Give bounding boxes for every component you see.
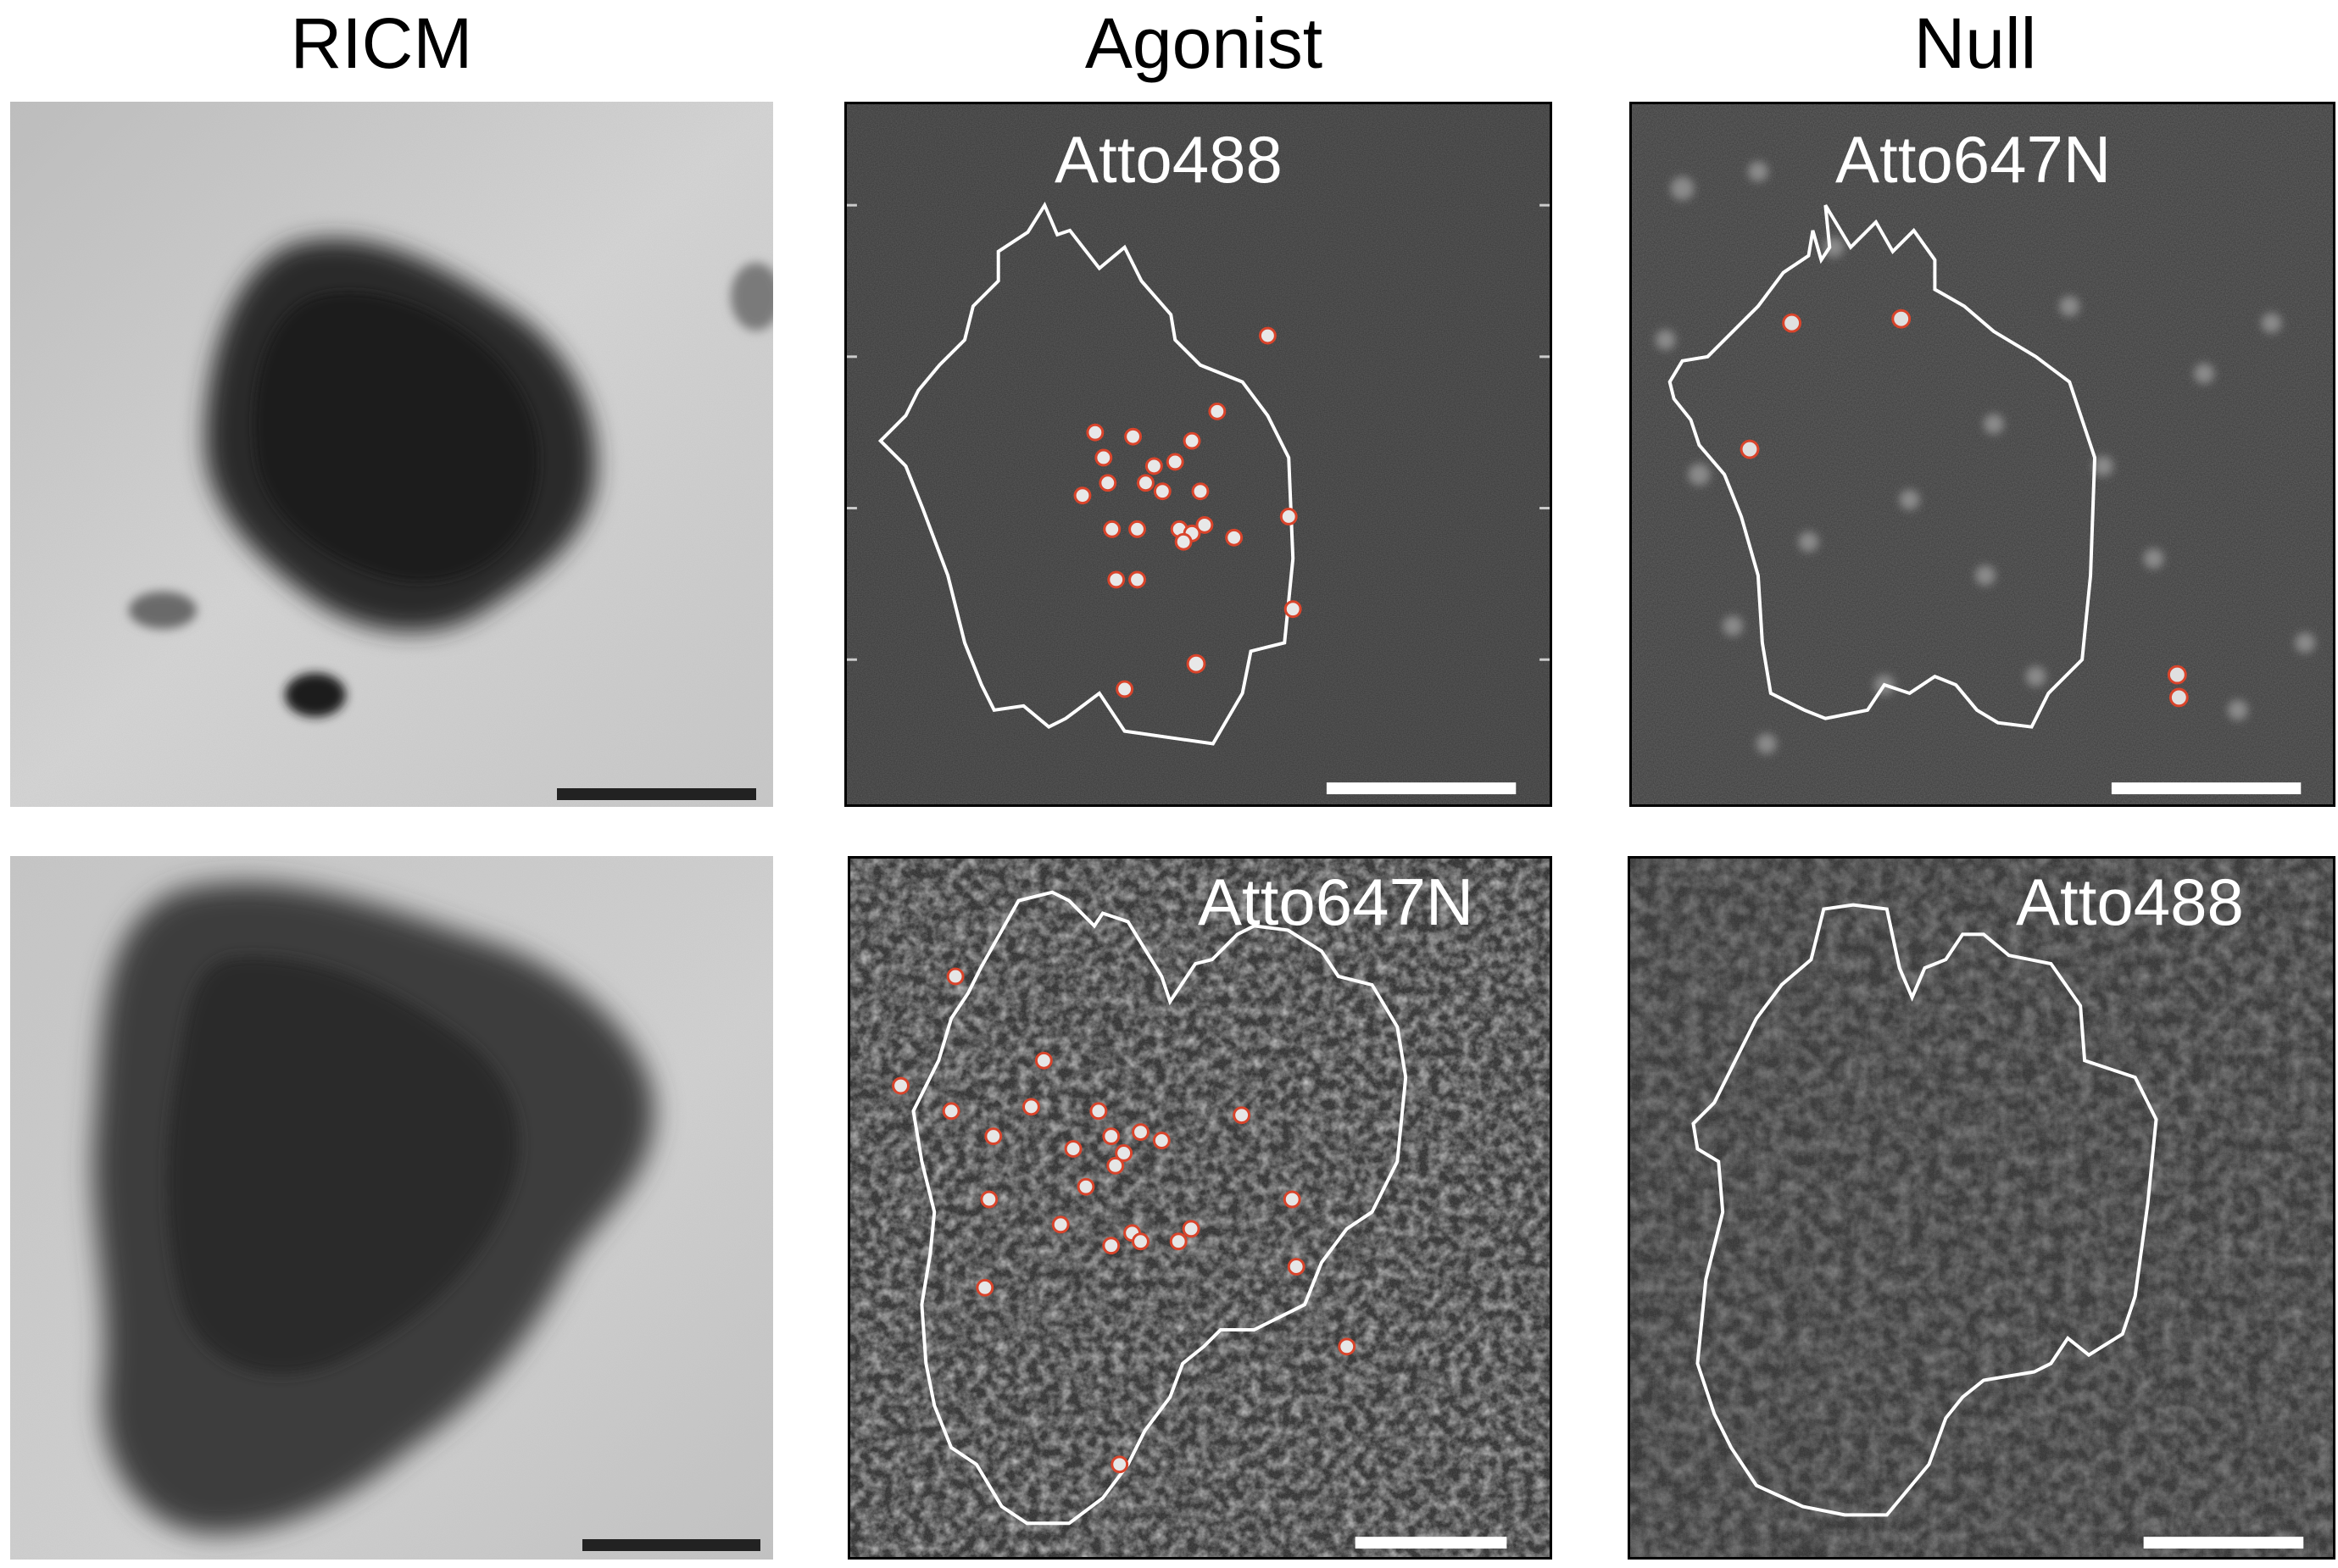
ricm-image-bottom — [10, 856, 773, 1560]
fluor-label: Atto488 — [1055, 122, 1283, 197]
scale-bar — [1326, 782, 1517, 795]
ricm-image-bottom-graphic — [10, 856, 773, 1560]
scale-bar — [582, 1539, 760, 1551]
scale-bar — [557, 788, 756, 800]
scale-bar — [2111, 782, 2302, 795]
agonist-image-top: Atto488 — [844, 102, 1552, 807]
scale-bar — [1355, 1537, 1507, 1549]
agonist-image-bottom: Atto647N — [848, 856, 1552, 1560]
null-image-top: Atto647N — [1629, 102, 2335, 807]
ricm-image-top — [10, 102, 773, 807]
ricm-image-top-graphic — [10, 102, 773, 807]
fluor-label: Atto647N — [1198, 865, 1474, 939]
fluor-label: Atto488 — [2016, 865, 2244, 939]
null-image-top-graphic — [1632, 104, 2333, 804]
fluor-label: Atto647N — [1835, 122, 2112, 197]
scale-bar — [2143, 1537, 2304, 1549]
column-title-null: Null — [1913, 3, 2037, 83]
null-image-bottom: Atto488 — [1628, 856, 2335, 1560]
column-title-ricm: RICM — [290, 3, 473, 83]
agonist-image-bottom-graphic — [850, 859, 1550, 1557]
agonist-image-top-graphic — [847, 104, 1550, 804]
column-title-agonist: Agonist — [1084, 3, 1323, 83]
null-image-bottom-graphic — [1630, 859, 2333, 1557]
